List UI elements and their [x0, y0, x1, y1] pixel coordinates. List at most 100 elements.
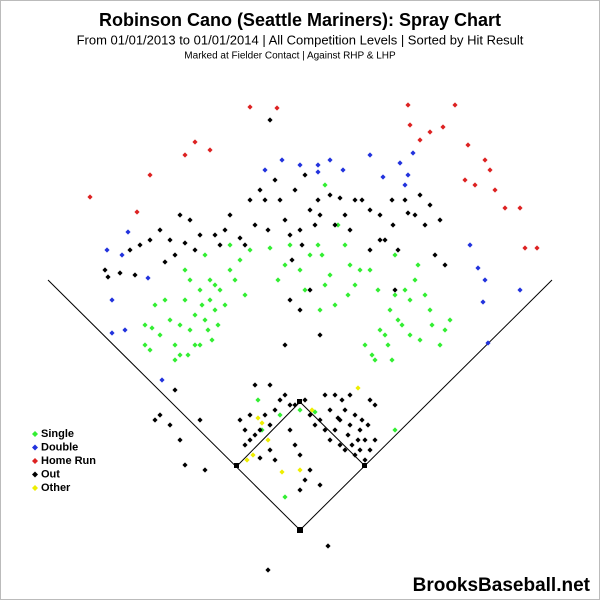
point [149, 325, 155, 331]
point [292, 187, 298, 193]
point [317, 332, 323, 338]
point [277, 412, 283, 418]
point [299, 242, 305, 248]
point [287, 297, 293, 303]
point [357, 427, 363, 433]
point [267, 245, 273, 251]
point [265, 567, 271, 573]
point [244, 457, 250, 463]
legend-label: Out [41, 468, 60, 480]
point [375, 287, 381, 293]
point [242, 292, 248, 298]
point [440, 124, 446, 130]
point [250, 452, 256, 458]
point [192, 247, 198, 253]
point [397, 160, 403, 166]
point [392, 252, 398, 258]
point [317, 482, 323, 488]
legend-label: Double [41, 441, 78, 453]
point [147, 237, 153, 243]
point [392, 427, 398, 433]
point [142, 342, 148, 348]
point [227, 242, 233, 248]
point [177, 212, 183, 218]
point [437, 217, 443, 223]
point [447, 317, 453, 323]
point [307, 207, 313, 213]
point [307, 467, 313, 473]
point [257, 427, 263, 433]
point [442, 262, 448, 268]
point [392, 287, 398, 293]
point [177, 352, 183, 358]
point [502, 205, 508, 211]
point [287, 242, 293, 248]
point [227, 267, 233, 273]
point [422, 222, 428, 228]
point [255, 397, 261, 403]
point [242, 442, 248, 448]
point [402, 182, 408, 188]
point [467, 242, 473, 248]
point [362, 457, 368, 463]
point [215, 322, 221, 328]
point [202, 252, 208, 258]
point [332, 392, 338, 398]
point [319, 252, 325, 258]
point [182, 462, 188, 468]
point [247, 437, 253, 443]
point [127, 247, 133, 253]
point [332, 427, 338, 433]
point [125, 229, 131, 235]
point [237, 417, 243, 423]
point [302, 477, 308, 483]
point [182, 297, 188, 303]
point [297, 162, 303, 168]
point [415, 262, 421, 268]
point [347, 422, 353, 428]
point [352, 452, 358, 458]
point [297, 267, 303, 273]
point [377, 327, 383, 333]
point [390, 222, 396, 228]
point [482, 277, 488, 283]
point [407, 297, 413, 303]
chart-subtitle: From 01/01/2013 to 01/01/2014 | All Comp… [77, 32, 524, 47]
point [197, 287, 203, 293]
point [202, 317, 208, 323]
point [277, 397, 283, 403]
point [327, 437, 333, 443]
point [480, 299, 486, 305]
point [347, 262, 353, 268]
point [177, 322, 183, 328]
point [407, 122, 413, 128]
point [272, 407, 278, 413]
point [377, 212, 383, 218]
point [262, 167, 268, 173]
point [399, 322, 405, 328]
point [227, 212, 233, 218]
point [262, 197, 268, 203]
point [259, 420, 265, 426]
point [287, 232, 293, 238]
point [257, 455, 263, 461]
point [347, 227, 353, 233]
point [145, 275, 151, 281]
point [367, 247, 373, 253]
point [327, 272, 333, 278]
point [342, 407, 348, 413]
point [340, 167, 346, 173]
point [427, 129, 433, 135]
point [192, 139, 198, 145]
point [297, 227, 303, 233]
point [102, 267, 108, 273]
point [117, 270, 123, 276]
point [327, 407, 333, 413]
point [247, 247, 253, 253]
point [279, 157, 285, 163]
point [345, 432, 351, 438]
point [367, 207, 373, 213]
point [482, 157, 488, 163]
point [412, 277, 418, 283]
